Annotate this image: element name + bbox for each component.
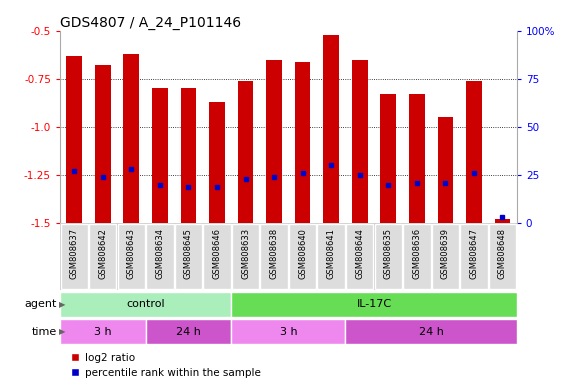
Text: 24 h: 24 h: [419, 327, 444, 337]
Bar: [323, 35, 339, 223]
Text: GSM808647: GSM808647: [469, 228, 478, 279]
Text: GSM808634: GSM808634: [155, 228, 164, 279]
Bar: [352, 60, 368, 223]
FancyBboxPatch shape: [203, 224, 231, 289]
Bar: [152, 88, 168, 223]
Text: GSM808637: GSM808637: [70, 228, 79, 279]
Legend: log2 ratio, percentile rank within the sample: log2 ratio, percentile rank within the s…: [65, 349, 265, 382]
Text: agent: agent: [25, 299, 57, 309]
Bar: [238, 81, 254, 223]
FancyBboxPatch shape: [317, 224, 345, 289]
Text: GSM808642: GSM808642: [98, 228, 107, 279]
FancyBboxPatch shape: [61, 224, 88, 289]
Text: GSM808645: GSM808645: [184, 228, 193, 279]
Text: GSM808646: GSM808646: [212, 228, 222, 279]
Text: ▶: ▶: [59, 300, 66, 309]
Text: GSM808643: GSM808643: [127, 228, 136, 279]
Text: GSM808648: GSM808648: [498, 228, 507, 279]
Bar: [466, 81, 482, 223]
FancyBboxPatch shape: [60, 319, 146, 344]
FancyBboxPatch shape: [375, 224, 402, 289]
Text: GSM808633: GSM808633: [241, 228, 250, 279]
FancyBboxPatch shape: [432, 224, 459, 289]
FancyBboxPatch shape: [231, 292, 517, 316]
Text: time: time: [32, 327, 57, 337]
Bar: [409, 94, 425, 223]
Text: IL-17C: IL-17C: [356, 299, 392, 309]
FancyBboxPatch shape: [60, 292, 231, 316]
Text: GSM808639: GSM808639: [441, 228, 450, 279]
Bar: [180, 88, 196, 223]
Bar: [66, 56, 82, 223]
Text: GSM808635: GSM808635: [384, 228, 393, 279]
Bar: [123, 54, 139, 223]
FancyBboxPatch shape: [146, 224, 174, 289]
FancyBboxPatch shape: [175, 224, 202, 289]
Text: GSM808644: GSM808644: [355, 228, 364, 279]
FancyBboxPatch shape: [289, 224, 316, 289]
Bar: [209, 102, 225, 223]
Bar: [380, 94, 396, 223]
FancyBboxPatch shape: [345, 319, 517, 344]
Bar: [266, 60, 282, 223]
FancyBboxPatch shape: [232, 224, 259, 289]
Bar: [437, 117, 453, 223]
FancyBboxPatch shape: [260, 224, 288, 289]
Text: GSM808638: GSM808638: [270, 228, 279, 279]
FancyBboxPatch shape: [403, 224, 431, 289]
Text: ▶: ▶: [59, 327, 66, 336]
FancyBboxPatch shape: [489, 224, 516, 289]
Bar: [95, 65, 111, 223]
FancyBboxPatch shape: [89, 224, 116, 289]
FancyBboxPatch shape: [118, 224, 145, 289]
Text: GSM808640: GSM808640: [298, 228, 307, 279]
Text: GDS4807 / A_24_P101146: GDS4807 / A_24_P101146: [60, 16, 241, 30]
Text: GSM808636: GSM808636: [412, 228, 421, 279]
FancyBboxPatch shape: [460, 224, 488, 289]
Bar: [295, 61, 311, 223]
Text: control: control: [126, 299, 165, 309]
Text: 3 h: 3 h: [280, 327, 297, 337]
FancyBboxPatch shape: [231, 319, 345, 344]
Text: 3 h: 3 h: [94, 327, 111, 337]
Bar: [494, 219, 510, 223]
FancyBboxPatch shape: [346, 224, 373, 289]
FancyBboxPatch shape: [146, 319, 231, 344]
Text: GSM808641: GSM808641: [327, 228, 336, 279]
Text: 24 h: 24 h: [176, 327, 201, 337]
